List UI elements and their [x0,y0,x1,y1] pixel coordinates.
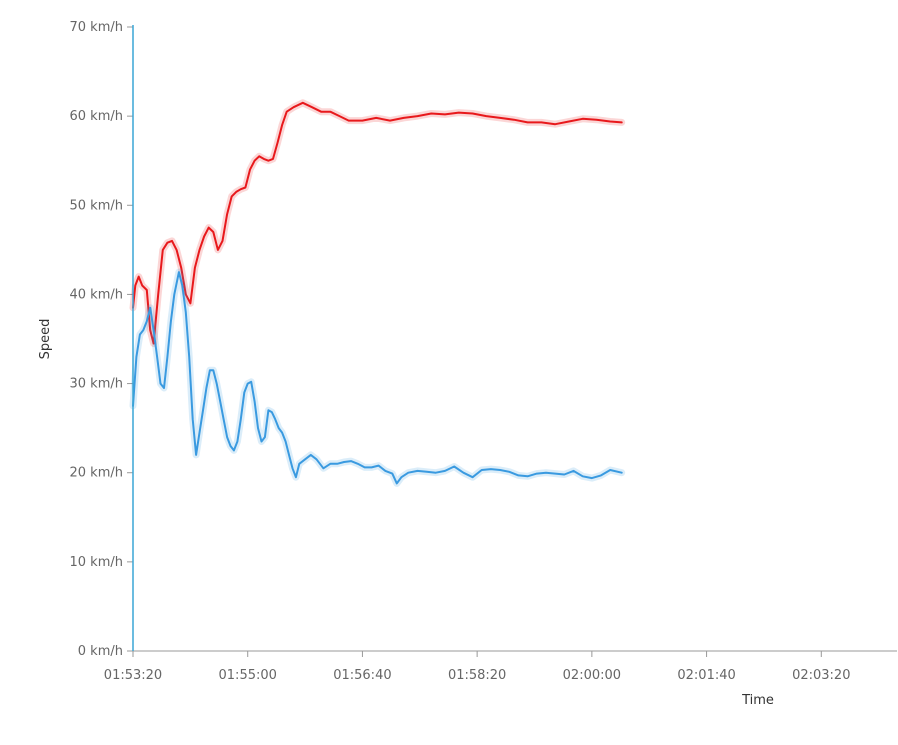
series-2-glow [129,268,626,487]
y-tick-label: 0 km/h [78,644,123,659]
y-tick-label: 30 km/h [70,377,124,392]
x-tick-label: 01:55:00 [219,668,277,683]
x-tick-label: 01:58:20 [448,668,506,683]
x-tick-label: 02:01:40 [677,668,735,683]
y-tick-label: 50 km/h [70,198,124,213]
x-tick-label: 01:56:40 [333,668,391,683]
series-1-line [132,101,623,345]
y-tick-label: 60 km/h [70,109,124,124]
y-axis-title: Speed [38,319,53,360]
x-axis-ticks: 01:53:20 01:55:00 01:56:40 01:58:20 02:00:00… [104,651,850,683]
x-tick-label: 02:00:00 [563,668,621,683]
y-tick-label: 10 km/h [70,555,124,570]
x-axis-title: Time [741,693,774,708]
x-tick-label: 01:53:20 [104,668,162,683]
series-1-glow [129,99,626,347]
y-tick-label: 20 km/h [70,466,124,481]
series-2-line [132,271,623,485]
y-tick-label: 40 km/h [70,287,124,302]
x-tick-label: 02:03:20 [792,668,850,683]
series-lines [129,99,626,487]
y-tick-label: 70 km/h [70,20,124,35]
y-axis-ticks: 0 km/h 10 km/h 20 km/h 30 km/h 40 km/h 50 km/… [70,20,133,659]
